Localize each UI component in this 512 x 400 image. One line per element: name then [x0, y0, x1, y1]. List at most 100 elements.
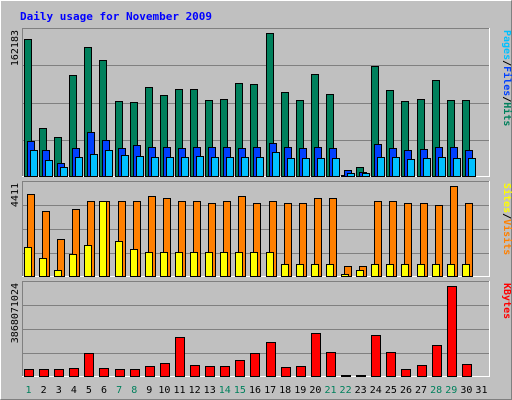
- bar-pages-day-22: [347, 173, 355, 177]
- x-tick-label: 27: [415, 385, 427, 396]
- bar-kbytes-day-29: [447, 286, 457, 377]
- x-tick-label: 17: [264, 385, 276, 396]
- x-tick-label: 11: [173, 385, 185, 396]
- bar-pages-day-29: [453, 158, 461, 177]
- chart-title: Daily usage for November 2009: [20, 10, 212, 23]
- bar-sites-day-22: [341, 274, 349, 277]
- legend-entry: /: [501, 213, 512, 219]
- bar-sites-day-10: [160, 252, 168, 277]
- bar-sites-day-17: [266, 252, 274, 277]
- x-tick-label: 25: [385, 385, 397, 396]
- bar-kbytes-day-27: [417, 365, 427, 377]
- bar-kbytes-day-22: [341, 375, 351, 377]
- x-tick-label: 22: [340, 385, 352, 396]
- x-tick-label: 24: [370, 385, 382, 396]
- panel-kbytes: 3868071024 KBytes: [10, 281, 512, 377]
- bar-sites-day-3: [54, 270, 62, 277]
- bar-pages-day-16: [256, 157, 264, 177]
- bar-pages-day-21: [332, 158, 340, 177]
- bar-kbytes-day-14: [220, 366, 230, 377]
- bar-kbytes-day-13: [205, 366, 215, 377]
- bar-pages-day-14: [226, 157, 234, 177]
- x-tick-label: 7: [116, 385, 122, 396]
- bar-sites-day-30: [462, 264, 470, 277]
- plot-frame-shadow: [22, 181, 490, 277]
- x-tick-label: 3: [56, 385, 62, 396]
- bar-kbytes-day-1: [24, 369, 34, 377]
- x-tick-label: 12: [189, 385, 201, 396]
- bar-kbytes-day-18: [281, 367, 291, 377]
- bar-sites-day-14: [220, 252, 228, 277]
- x-tick-label: 1: [26, 385, 32, 396]
- bar-pages-day-11: [181, 157, 189, 177]
- bar-kbytes-day-25: [386, 352, 396, 377]
- bar-kbytes-day-30: [462, 364, 472, 377]
- bar-sites-day-21: [326, 264, 334, 277]
- bar-sites-day-29: [447, 264, 455, 277]
- x-tick-label: 28: [430, 385, 442, 396]
- bar-pages-day-6: [105, 150, 113, 177]
- bar-kbytes-day-2: [39, 369, 49, 377]
- bar-pages-day-8: [136, 156, 144, 177]
- legend-entry: Files: [501, 66, 512, 96]
- legend-entry: Pages: [501, 30, 512, 60]
- legend-entry: /: [501, 60, 512, 66]
- x-tick-label: 5: [86, 385, 92, 396]
- bar-sites-day-28: [432, 264, 440, 277]
- legend-entry: Visits: [501, 219, 512, 255]
- bar-sites-day-13: [205, 252, 213, 277]
- x-tick-label: 30: [460, 385, 472, 396]
- x-tick-label: 26: [400, 385, 412, 396]
- bar-kbytes-day-24: [371, 335, 381, 377]
- bar-kbytes-day-21: [326, 352, 336, 377]
- x-tick-label: 6: [101, 385, 107, 396]
- x-tick-label: 10: [158, 385, 170, 396]
- bar-kbytes-day-4: [69, 368, 79, 377]
- bar-pages-day-20: [317, 158, 325, 177]
- bar-kbytes-day-16: [250, 353, 260, 377]
- bar-pages-day-30: [468, 158, 476, 177]
- bar-pages-day-19: [302, 158, 310, 177]
- x-tick-label: 29: [445, 385, 457, 396]
- bar-sites-day-7: [115, 241, 123, 277]
- panel-sites-visits: 4411 Sites/Visits: [10, 181, 512, 277]
- bar-pages-day-10: [166, 157, 174, 177]
- bar-sites-day-5: [84, 245, 92, 277]
- x-tick-label: 21: [324, 385, 336, 396]
- bar-pages-day-27: [423, 158, 431, 177]
- bar-kbytes-day-28: [432, 345, 442, 377]
- bar-kbytes-day-7: [115, 369, 125, 377]
- series-legend: Sites/Visits: [501, 183, 512, 255]
- x-tick-label: 4: [71, 385, 77, 396]
- bar-pages-day-4: [75, 157, 83, 177]
- legend-entry: /: [501, 96, 512, 102]
- bar-sites-day-8: [130, 249, 138, 277]
- bar-pages-day-1: [30, 150, 38, 177]
- bar-sites-day-20: [311, 264, 319, 277]
- x-tick-label: 31: [475, 385, 487, 396]
- x-tick-label: 15: [234, 385, 246, 396]
- bar-pages-day-5: [90, 154, 98, 177]
- bar-pages-day-9: [151, 157, 159, 177]
- bar-pages-day-26: [407, 159, 415, 177]
- bar-sites-day-1: [24, 247, 32, 277]
- bar-sites-day-6: [99, 201, 107, 277]
- x-tick-label: 16: [249, 385, 261, 396]
- bar-kbytes-day-12: [190, 365, 200, 377]
- bar-kbytes-day-5: [84, 353, 94, 377]
- bar-sites-day-26: [401, 264, 409, 277]
- bar-pages-day-25: [392, 157, 400, 177]
- series-legend: KBytes: [501, 283, 512, 319]
- bar-kbytes-day-8: [130, 369, 140, 377]
- bar-sites-day-11: [175, 252, 183, 277]
- bar-sites-day-23: [356, 270, 364, 277]
- legend-entry: KBytes: [501, 283, 512, 319]
- bar-sites-day-19: [296, 264, 304, 277]
- bar-pages-day-28: [438, 157, 446, 177]
- bar-kbytes-day-11: [175, 337, 185, 377]
- bar-kbytes-day-26: [401, 369, 411, 377]
- plot-frame-shadow: [22, 28, 490, 177]
- x-tick-label: 9: [146, 385, 152, 396]
